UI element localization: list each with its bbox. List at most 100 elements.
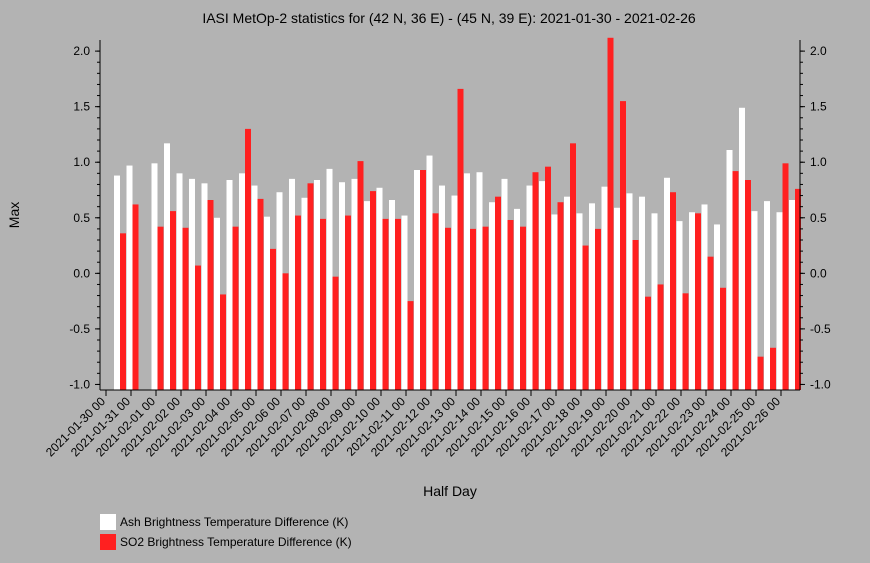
so2-bar <box>370 191 376 390</box>
ash-bar <box>676 221 683 390</box>
ash-bar <box>751 211 758 390</box>
so2-bar <box>207 200 214 390</box>
ash-bar <box>551 214 558 390</box>
so2-bar <box>495 196 501 390</box>
so2-bar <box>395 218 401 390</box>
ash-bar <box>326 168 333 390</box>
so2-bar <box>332 276 339 390</box>
ash-bar <box>726 150 733 390</box>
ash-bar <box>576 213 583 390</box>
axes-group: 2.0 2.0 1.5 1.5 1.0 1.0 0.5 0.5 0.0 0.0 -0.5 -0.5 -1… <box>43 40 831 459</box>
ash-bar <box>276 192 283 390</box>
ash-bar <box>589 203 595 390</box>
so2-bar <box>132 204 139 390</box>
ash-bar <box>301 197 308 390</box>
so2-bar <box>195 265 201 390</box>
chart-title: IASI MetOp-2 statistics for (42 N, 36 E)… <box>202 10 696 26</box>
ash-bar <box>776 212 783 390</box>
legend-label-ash: Ash Brightness Temperature Difference (K… <box>120 515 349 529</box>
y-tick-label-left: 1.5 <box>73 100 90 114</box>
ash-bar <box>176 173 183 390</box>
y-tick-label-left: -1.0 <box>69 377 90 391</box>
so2-bar <box>657 284 664 390</box>
so2-bar <box>632 240 639 390</box>
ash-bar <box>664 177 670 390</box>
so2-bar <box>382 218 389 390</box>
ash-bar <box>489 202 495 390</box>
so2-bar <box>245 128 251 390</box>
y-tick-label-left: 0.5 <box>73 211 90 225</box>
so2-bar <box>532 172 539 390</box>
so2-bar <box>170 211 176 390</box>
so2-bar <box>257 198 264 390</box>
so2-bar <box>270 248 276 390</box>
ash-bar <box>151 163 158 390</box>
so2-bar <box>795 188 801 390</box>
ash-bar <box>339 182 345 390</box>
legend-item-ash: Ash Brightness Temperature Difference (K… <box>100 512 352 532</box>
so2-bar <box>357 161 364 390</box>
so2-bar <box>595 228 601 390</box>
y-tick-label-left: 2.0 <box>73 44 90 58</box>
y-tick-label-right: 2.0 <box>810 44 827 58</box>
y-tick-label-left: 0.0 <box>73 266 90 280</box>
so2-bar <box>307 183 314 390</box>
so2-bar <box>345 215 351 390</box>
so2-bar <box>220 294 226 390</box>
ash-bar <box>289 178 295 390</box>
ash-bar <box>164 143 170 390</box>
legend-swatch-so2 <box>100 534 116 550</box>
ash-bar <box>426 155 433 390</box>
so2-bar <box>670 192 676 390</box>
so2-bar <box>182 227 189 390</box>
so2-bar <box>720 287 726 390</box>
ash-bar <box>451 195 458 390</box>
so2-bar <box>507 220 514 390</box>
so2-bar <box>457 88 464 390</box>
so2-bar <box>232 226 239 390</box>
ash-bar <box>476 172 483 390</box>
ash-bar <box>114 175 120 390</box>
so2-bar <box>757 356 764 390</box>
ash-bar <box>126 165 133 390</box>
ash-bar <box>526 185 533 390</box>
y-tick-label-right: -0.5 <box>810 322 831 336</box>
so2-bar <box>645 296 651 390</box>
ash-bar <box>626 193 633 390</box>
ash-bar <box>239 173 245 390</box>
ash-bar <box>251 185 258 390</box>
ash-bar <box>389 200 395 390</box>
so2-bar <box>157 226 164 390</box>
so2-bar <box>320 218 326 390</box>
ash-bar <box>539 181 545 390</box>
ash-bar <box>601 186 608 390</box>
ash-bar <box>739 107 745 391</box>
so2-bar <box>607 37 614 391</box>
so2-bar <box>482 226 489 390</box>
y-tick-label-right: 1.5 <box>810 100 827 114</box>
so2-bar <box>445 227 451 390</box>
ash-bar <box>264 216 270 390</box>
y-tick-label-left: -0.5 <box>69 322 90 336</box>
so2-bar <box>782 163 789 390</box>
so2-bar <box>570 143 576 390</box>
ash-bar <box>764 201 770 390</box>
x-axis-label: Half Day <box>423 483 477 499</box>
so2-bar <box>745 180 751 390</box>
so2-bar <box>520 226 526 390</box>
so2-bar <box>732 171 739 390</box>
ash-bar <box>414 170 420 390</box>
so2-bar <box>695 213 701 390</box>
so2-bar <box>582 245 589 390</box>
ash-bar <box>639 196 645 390</box>
ash-bar <box>439 185 445 390</box>
ash-bar <box>214 217 220 390</box>
y-axis-label: Max <box>6 202 22 228</box>
y-tick-label-right: 0.0 <box>810 266 827 280</box>
legend-item-so2: SO2 Brightness Temperature Difference (K… <box>100 532 352 552</box>
ash-bar <box>714 224 720 390</box>
so2-bar <box>432 213 439 390</box>
ash-bar <box>789 200 795 390</box>
so2-bar <box>120 233 126 390</box>
